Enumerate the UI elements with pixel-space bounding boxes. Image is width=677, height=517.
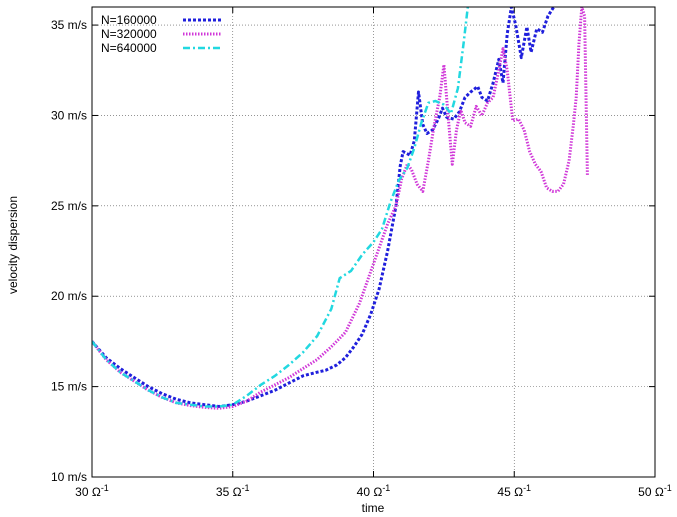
grid xyxy=(92,7,655,477)
x-tick-label-sup: -1 xyxy=(523,483,531,493)
series-line-3 xyxy=(92,7,470,408)
y-tick-label: 30 m/s xyxy=(51,108,87,122)
x-tick-label-sup: -1 xyxy=(242,483,250,493)
x-tick-label-text: 30 Ω xyxy=(75,485,101,499)
x-tick-label: 45 Ω-1 xyxy=(497,483,531,499)
series-line-2 xyxy=(92,7,589,410)
x-tick-label-text: 45 Ω xyxy=(497,485,523,499)
x-tick-label-sup: -1 xyxy=(101,483,109,493)
x-tick-label: 30 Ω-1 xyxy=(75,483,109,499)
x-tick-label-text: 40 Ω xyxy=(357,485,383,499)
y-tick-label: 10 m/s xyxy=(51,470,87,484)
series-line-1 xyxy=(92,7,555,408)
x-tick-label-sup: -1 xyxy=(664,483,672,493)
x-tick-label-text: 50 Ω xyxy=(638,485,664,499)
y-tick-label: 35 m/s xyxy=(51,18,87,32)
legend-label-2: N=320000 xyxy=(101,27,157,41)
x-tick-label: 40 Ω-1 xyxy=(357,483,391,499)
y-tick-label: 15 m/s xyxy=(51,380,87,394)
x-tick-label-text: 35 Ω xyxy=(216,485,242,499)
y-tick-label: 20 m/s xyxy=(51,289,87,303)
x-tick-label: 50 Ω-1 xyxy=(638,483,672,499)
plot-frame xyxy=(91,6,656,478)
legend-label-1: N=160000 xyxy=(101,13,157,27)
y-axis-label: velocity dispersion xyxy=(6,196,20,294)
x-tick-label-sup: -1 xyxy=(382,483,390,493)
y-tick-label: 25 m/s xyxy=(51,199,87,213)
legend-label-3: N=640000 xyxy=(101,41,157,55)
tick-labels: 10 m/s 15 m/s 20 m/s 25 m/s 30 m/s 35 m/s 30 Ω… xyxy=(51,18,672,499)
series-group xyxy=(92,7,589,410)
x-axis-label: time xyxy=(362,501,385,515)
x-tick-label: 35 Ω-1 xyxy=(216,483,250,499)
